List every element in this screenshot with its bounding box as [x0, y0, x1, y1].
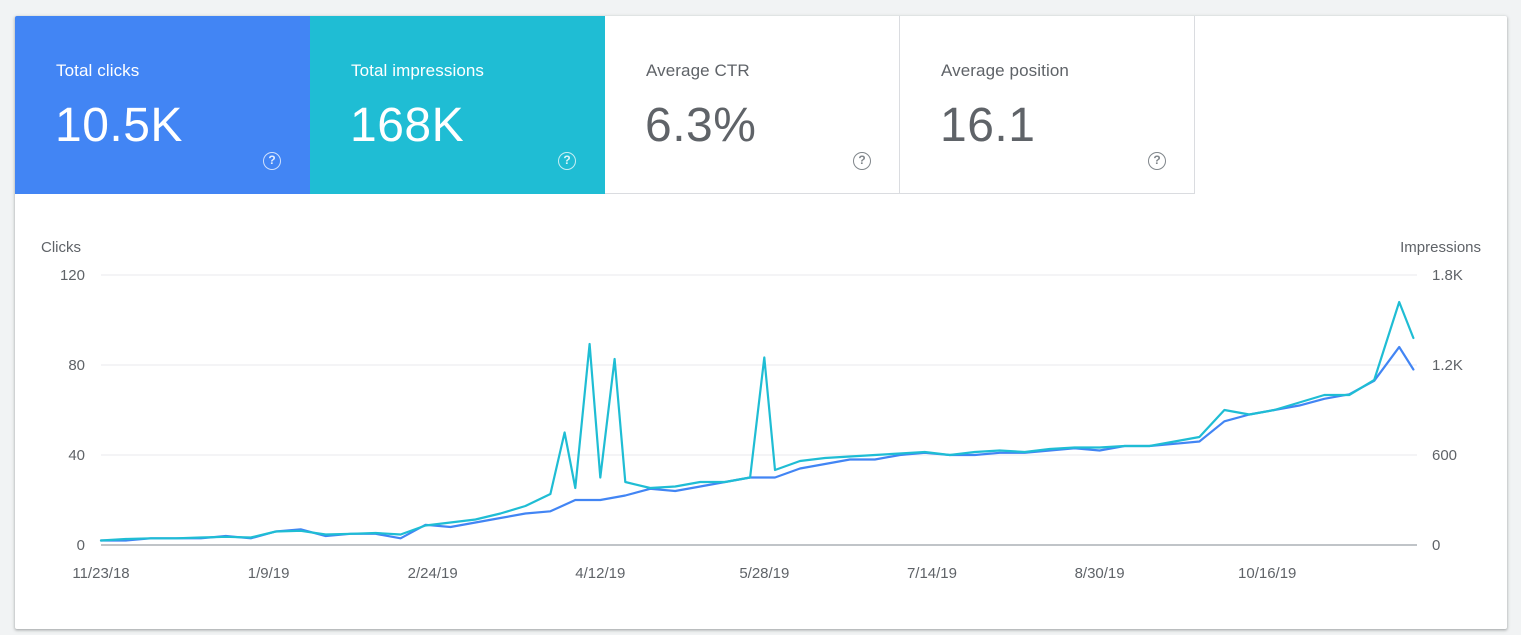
x-axis-ticks: 11/23/18 1/9/19 2/24/19 4/12/19 5/28/19 7/14/…	[72, 565, 1296, 582]
y-axis-left-tick-label: 0	[77, 537, 85, 554]
total-impressions-tab[interactable]: Total impressions 168K ?	[310, 16, 605, 194]
performance-card: Total clicks 10.5K ? Total impressions 1…	[15, 16, 1507, 629]
y-axis-left-tick-label: 120	[60, 267, 85, 284]
x-axis-tick-label: 11/23/18	[72, 565, 129, 582]
total-impressions-value: 168K	[350, 99, 465, 152]
x-axis-tick-label: 2/24/19	[408, 565, 458, 582]
x-axis-tick-label: 4/12/19	[575, 565, 625, 582]
total-clicks-tab[interactable]: Total clicks 10.5K ?	[15, 16, 310, 194]
performance-chart-svg: Clicks Impressions 0 40 80 120 0 600 1.2K 1.8K…	[41, 239, 1481, 582]
y-axis-left-title: Clicks	[41, 239, 81, 256]
x-axis-tick-label: 10/16/19	[1238, 565, 1296, 582]
help-icon[interactable]: ?	[263, 152, 281, 170]
average-position-value: 16.1	[940, 99, 1036, 152]
x-axis-tick-label: 8/30/19	[1075, 565, 1125, 582]
x-axis-tick-label: 5/28/19	[739, 565, 789, 582]
series-line-clicks	[99, 345, 1415, 542]
y-axis-right-tick-label: 1.2K	[1432, 357, 1463, 374]
y-axis-left-tick-label: 80	[68, 357, 85, 374]
x-axis-tick-label: 7/14/19	[907, 565, 957, 582]
y-axis-right-ticks: 0 600 1.2K 1.8K	[1432, 267, 1463, 554]
help-icon[interactable]: ?	[1148, 152, 1166, 170]
average-ctr-tab[interactable]: Average CTR 6.3% ?	[605, 16, 900, 194]
y-axis-left-tick-label: 40	[68, 447, 85, 464]
total-clicks-value: 10.5K	[55, 99, 183, 152]
average-ctr-label: Average CTR	[646, 61, 750, 80]
total-clicks-label: Total clicks	[56, 61, 140, 80]
y-axis-right-title: Impressions	[1400, 239, 1481, 256]
gridlines	[101, 274, 1417, 546]
series-lines	[99, 300, 1415, 542]
total-impressions-label: Total impressions	[351, 61, 485, 80]
average-position-label: Average position	[941, 61, 1069, 80]
y-axis-right-tick-label: 0	[1432, 537, 1440, 554]
help-icon[interactable]: ?	[558, 152, 576, 170]
average-ctr-value: 6.3%	[645, 99, 757, 152]
metric-tabs: Total clicks 10.5K ? Total impressions 1…	[15, 16, 1195, 194]
y-axis-right-tick-label: 600	[1432, 447, 1457, 464]
y-axis-left-ticks: 0 40 80 120	[60, 267, 85, 554]
series-line-impressions	[99, 300, 1415, 542]
help-icon[interactable]: ?	[853, 152, 871, 170]
average-position-tab[interactable]: Average position 16.1 ?	[900, 16, 1195, 194]
performance-chart: Clicks Impressions 0 40 80 120 0 600 1.2K 1.8K…	[15, 194, 1507, 629]
y-axis-right-tick-label: 1.8K	[1432, 267, 1463, 284]
x-axis-tick-label: 1/9/19	[248, 565, 290, 582]
